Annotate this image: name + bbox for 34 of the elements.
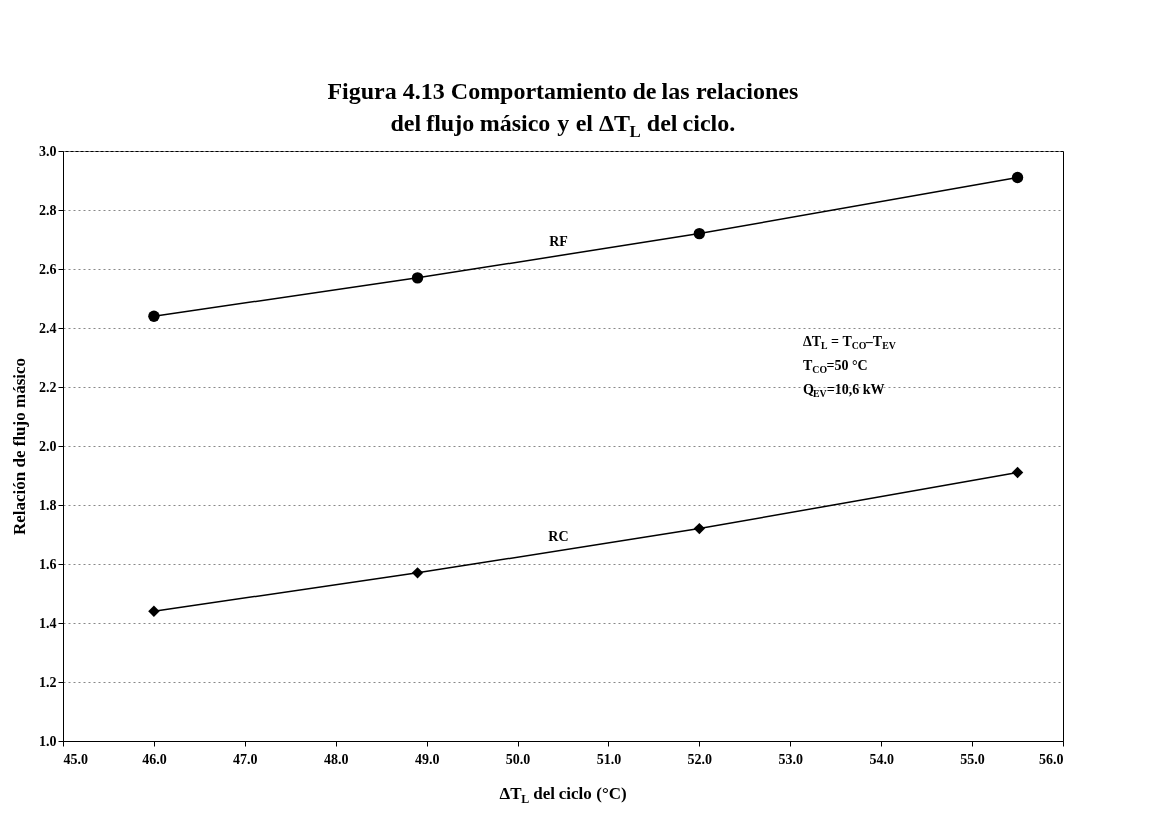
y-tick-label: 1.2 [39,674,57,690]
y-tick-label: 2.0 [39,438,57,454]
x-tick-label: 46.0 [142,751,167,767]
x-tick-label: 45.0 [63,751,88,767]
x-tick-label: 49.0 [414,751,440,767]
point [693,227,706,240]
point [411,272,424,284]
x-tick-label: 53.0 [778,751,804,767]
series-label: RF [549,233,568,249]
x-tick-label: 54.0 [869,751,894,767]
x-tick-label: 51.0 [596,751,622,767]
x-tick-label: 48.0 [323,751,349,767]
point [411,567,424,579]
x-tick-label: 56.0 [1039,751,1064,767]
x-tick-label: 50.0 [505,751,531,767]
y-tick-label: 2.2 [39,379,57,395]
x-tick-label: 47.0 [233,751,258,767]
point [693,522,706,535]
y-tick-label: 1.4 [39,615,57,631]
point [1011,171,1024,184]
series-label: RC [548,528,569,544]
x-tick-label: 55.0 [960,751,985,767]
y-tick-label: 1.8 [39,497,57,513]
y-tick-label: 1.6 [39,556,57,572]
y-tick-label: 2.8 [39,202,57,218]
y-tick-label: 3.0 [39,143,57,159]
point [1011,466,1024,479]
point [148,310,160,322]
y-tick-label: 2.4 [39,320,57,336]
x-tick-label: 52.0 [687,751,713,767]
y-tick-label: 2.6 [39,261,57,277]
y-tick-label: 1.0 [39,733,57,749]
y-axis-title: Relación de flujo másico [10,357,29,536]
point [148,605,160,617]
